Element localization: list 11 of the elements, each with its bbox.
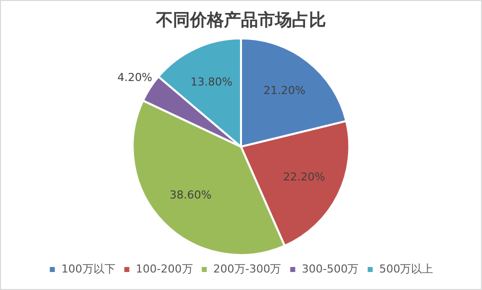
data-label: 22.20% xyxy=(283,170,326,184)
legend-label: 100-200万 xyxy=(136,262,193,276)
legend-label: 500万以上 xyxy=(379,262,434,276)
legend-label: 100万以下 xyxy=(61,262,116,276)
data-label: 13.80% xyxy=(190,76,232,89)
chart-title: 不同价格产品市场占比 xyxy=(155,10,326,31)
data-label: 21.20% xyxy=(264,84,306,98)
data-label: 4.20% xyxy=(117,71,152,84)
legend-label: 300-500万 xyxy=(302,262,359,276)
legend-label: 200万-300万 xyxy=(213,262,282,276)
data-label: 38.60% xyxy=(170,188,212,202)
